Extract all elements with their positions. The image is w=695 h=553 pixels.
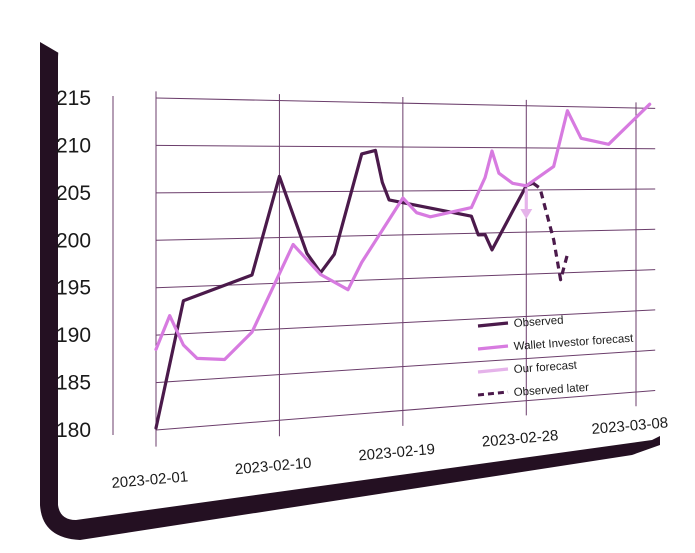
y-axis: 215 210 205 200 195 190 185 180 [56,87,114,442]
our-forecast-arrow-head [520,208,533,219]
y-gridline [155,309,656,336]
x-tick-label: 2023-02-10 [234,455,312,479]
legend-item-observed: Observed [477,315,564,330]
y-tick-label: 200 [56,229,91,252]
series-line-observed [154,148,535,430]
legend-item-our-forecast: Our forecast [477,360,578,376]
y-gridline [155,389,656,431]
legend-item-observed-later: Observed later [477,382,590,399]
x-tick-label: 2023-02-19 [358,441,436,465]
x-tick-label: 2023-02-28 [481,427,559,451]
x-tick-label: 2023-03-08 [591,414,669,438]
legend-label-our-forecast: Our forecast [513,360,578,376]
y-tick-label: 180 [56,419,91,442]
legend-swatch-our-forecast [477,367,509,374]
legend-swatch-observed-later [477,390,509,397]
y-tick-label: 210 [56,134,91,157]
legend-swatch-observed [477,321,509,328]
y-tick-label: 215 [56,87,91,110]
y-gridline [155,188,656,194]
series-line-observed-later [532,181,569,282]
gridlines [155,91,656,447]
x-tick-label: 2023-02-01 [111,468,189,492]
legend-label-observed: Observed [513,315,564,330]
y-tick-label: 185 [56,372,91,395]
y-gridline [155,228,656,241]
y-gridline [155,97,656,109]
legend-swatch-wallet-forecast [477,344,509,351]
y-tick-label: 195 [56,277,91,300]
y-gridline [155,144,656,150]
y-tick-label: 190 [56,324,91,347]
y-tick-label: 205 [56,182,91,205]
x-axis: 2023-02-01 2023-02-10 2023-02-19 2023-02-28… [111,414,669,492]
y-gridline [155,349,656,384]
y-gridline [155,269,656,289]
series-line-wallet-investor-forecast [154,102,652,362]
legend-label-observed-later: Observed later [513,382,589,399]
series-lines [154,102,652,430]
